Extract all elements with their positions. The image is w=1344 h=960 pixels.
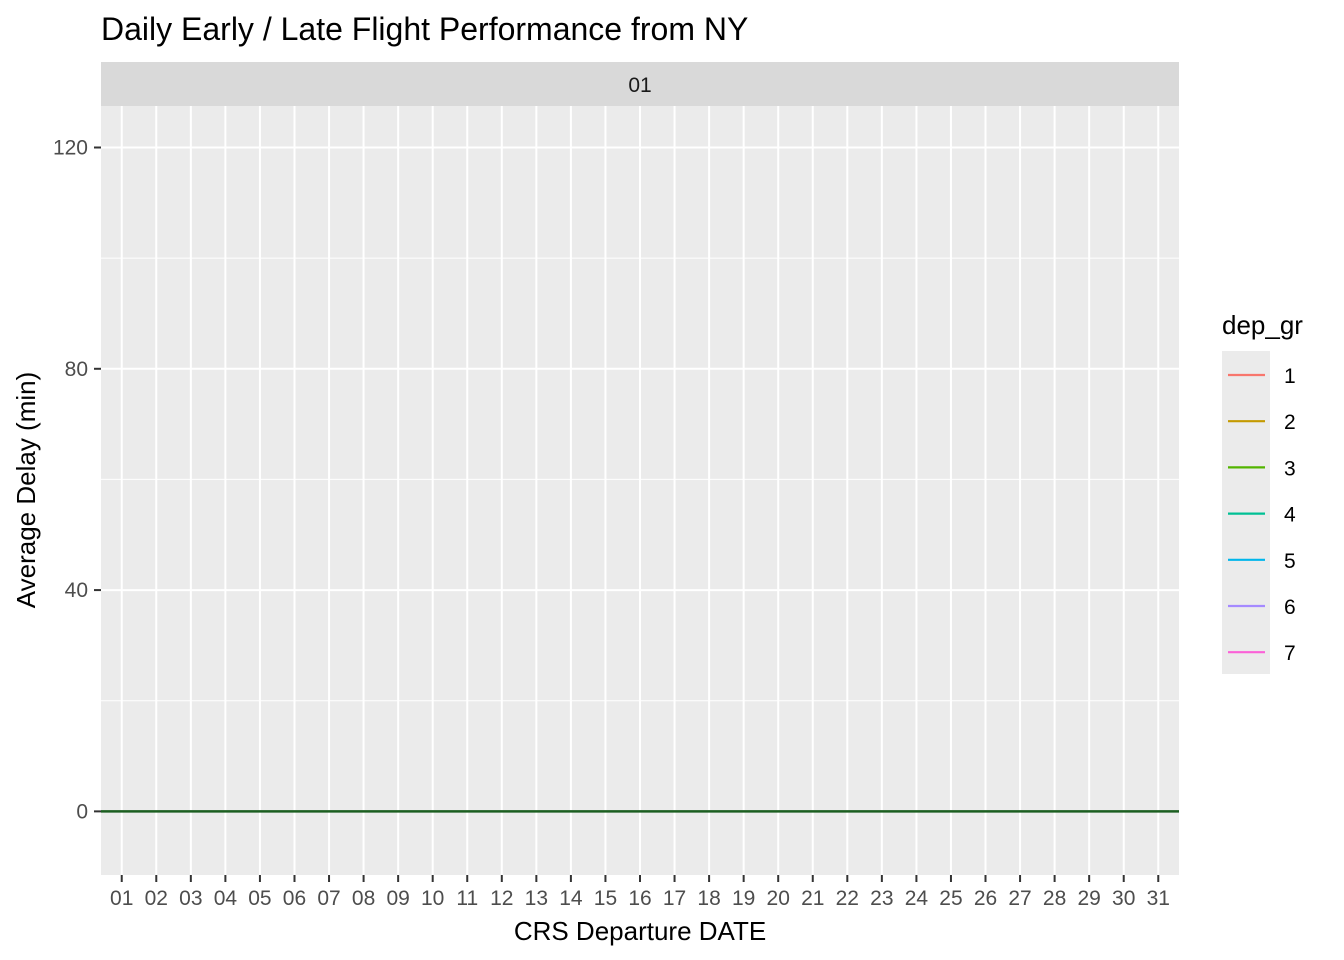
x-tick-label: 28 [1043, 887, 1066, 910]
x-tick-label: 06 [283, 887, 306, 910]
x-tick-label: 20 [767, 887, 790, 910]
legend-label: 4 [1284, 504, 1296, 527]
legend-title: dep_gr [1222, 310, 1303, 340]
x-tick-label: 11 [456, 887, 478, 910]
x-tick-label: 08 [352, 887, 375, 910]
x-axis: 01 02 03 04 05 06 07 08 09 10 11 12 13 14 15 16 17 18 19 20… [110, 875, 1170, 910]
major-gridlines [101, 106, 1179, 875]
x-tick-label: 17 [663, 887, 686, 910]
y-tick-label: 120 [53, 136, 88, 159]
facet-strip [101, 62, 1179, 106]
x-tick-label: 15 [594, 887, 617, 910]
legend-label: 3 [1284, 457, 1296, 480]
legend-item: 1 [1228, 365, 1296, 388]
legend-item: 6 [1228, 596, 1296, 619]
x-tick-label: 22 [836, 887, 859, 910]
y-axis: 0 40 80 120 [53, 136, 101, 823]
facet-strip-label: 01 [628, 74, 651, 97]
chart-title: Daily Early / Late Flight Performance fr… [101, 11, 748, 47]
x-tick-label: 21 [801, 887, 824, 910]
y-tick-label: 40 [65, 579, 88, 602]
y-axis-title: Average Delay (min) [11, 372, 41, 609]
x-tick-label: 07 [317, 887, 340, 910]
legend-label: 6 [1284, 596, 1296, 619]
x-tick-label: 18 [697, 887, 720, 910]
x-tick-label: 04 [214, 887, 238, 910]
x-axis-title: CRS Departure DATE [514, 916, 766, 946]
x-tick-label: 23 [870, 887, 893, 910]
x-tick-label: 26 [974, 887, 997, 910]
x-tick-label: 09 [386, 887, 409, 910]
x-tick-label: 01 [110, 887, 133, 910]
legend-label: 2 [1284, 411, 1296, 434]
x-tick-label: 10 [421, 887, 444, 910]
x-tick-label: 31 [1147, 887, 1170, 910]
x-tick-label: 05 [248, 887, 271, 910]
legend-label: 7 [1284, 642, 1296, 665]
x-tick-label: 02 [145, 887, 168, 910]
x-tick-label: 24 [905, 887, 929, 910]
legend: 1 2 3 4 5 6 7 [1228, 365, 1296, 665]
x-tick-label: 13 [525, 887, 548, 910]
x-tick-label: 12 [490, 887, 513, 910]
legend-item: 5 [1228, 550, 1296, 573]
legend-item: 7 [1228, 642, 1296, 665]
legend-item: 3 [1228, 457, 1296, 480]
y-tick-label: 0 [76, 800, 88, 823]
x-tick-label: 29 [1077, 887, 1100, 910]
x-tick-label: 25 [939, 887, 962, 910]
x-tick-label: 14 [559, 887, 583, 910]
y-tick-label: 80 [65, 358, 88, 381]
legend-item: 4 [1228, 504, 1296, 527]
legend-label: 1 [1284, 365, 1296, 388]
legend-item: 2 [1228, 411, 1296, 434]
x-tick-label: 03 [179, 887, 202, 910]
x-tick-label: 30 [1112, 887, 1135, 910]
legend-label: 5 [1284, 550, 1296, 573]
x-tick-label: 16 [628, 887, 651, 910]
x-tick-label: 27 [1008, 887, 1031, 910]
x-tick-label: 19 [732, 887, 755, 910]
